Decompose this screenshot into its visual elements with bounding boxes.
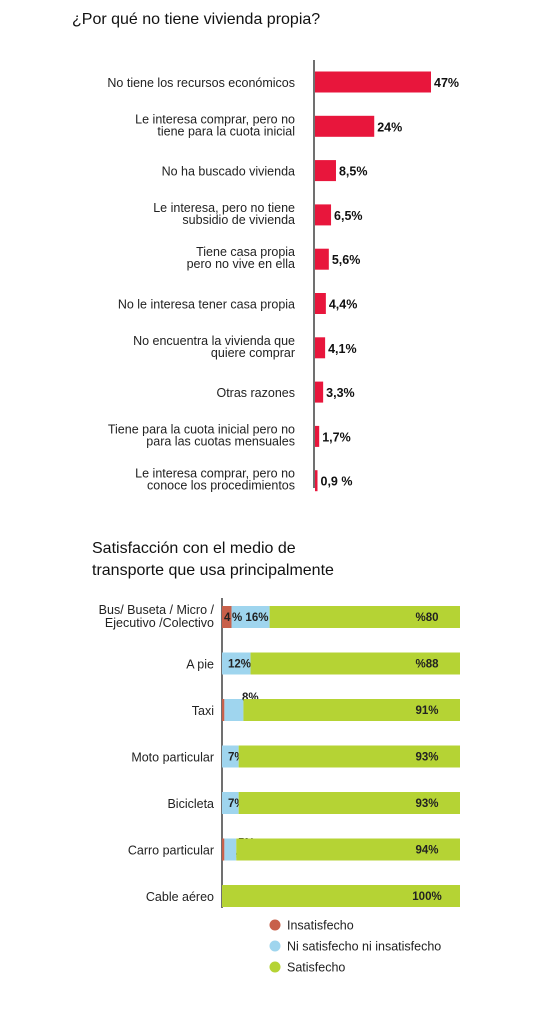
transport-bar-7-label-3: 100% [412,891,441,903]
transport-bar-2-segment-3 [250,652,460,675]
transport-bar-7-segment-3 [222,885,460,907]
chart-transport-bars: 4% 16% %80 Bus/ Buseta / Micro /Ejecutivo … [99,603,460,907]
housing-bar-4 [315,204,332,226]
transport-bar-1-segment-3 [269,606,460,628]
transport-bar-6-segment-3 [236,838,460,861]
transport-bar-1-segment-2 [231,606,270,628]
legend-label-2: Ni satisfecho ni insatisfecho [287,940,441,954]
transport-bar-4-segment-2 [222,745,239,768]
transport-category-label-4-1: Moto particular [131,751,214,765]
transport-bar-4-segment-3 [238,745,460,768]
housing-category-label-4-1: Le interesa, pero no tiene [153,201,295,215]
transport-bar-5-label-3: 93% [415,798,438,810]
housing-value-label-7: 4,1% [328,342,357,356]
housing-bar-2 [315,115,375,137]
housing-value-label-8: 3,3% [326,386,355,400]
legend-label-1: Insatisfecho [287,919,354,933]
legend-swatch-1 [269,919,281,931]
housing-bar-10 [315,470,318,492]
transport-bar-3-label-3: 91% [415,705,438,717]
chart-transport-legend: Insatisfecho Ni satisfecho ni insatisfech… [269,919,441,975]
transport-category-label-1-1: Bus/ Buseta / Micro / [99,603,215,617]
chart-transport: Satisfacción con el medio de transporte … [92,540,460,975]
housing-category-label-3-1: No ha buscado vivienda [162,165,295,179]
chart-housing: ¿Por qué no tiene vivienda propia? 47% No… [72,11,459,493]
housing-bar-9 [315,425,320,447]
chart-transport-title-line-1: Satisfacción con el medio de [92,540,296,557]
transport-bar-1-label-1: 4 [224,612,231,624]
housing-value-label-2: 24% [377,120,402,134]
transport-category-label-2-1: A pie [186,658,214,672]
housing-bar-8 [315,381,324,403]
housing-category-label-2-1: Le interesa comprar, pero no [135,112,295,126]
housing-category-label-5-1: Tiene casa propia [196,245,295,259]
housing-value-label-3: 8,5% [339,165,368,179]
legend-swatch-3 [269,961,281,973]
transport-bar-3-segment-2 [224,699,244,721]
housing-value-label-9: 1,7% [322,430,351,444]
transport-bar-6-label-3: 94% [415,845,438,857]
housing-category-label-7-2: quiere comprar [211,346,295,360]
housing-value-label-1: 47% [434,76,459,90]
transport-bar-3-segment-3 [243,699,460,721]
housing-value-label-4: 6,5% [334,209,363,223]
transport-bar-3-segment-1 [222,699,225,721]
transport-bar-6-segment-2 [224,838,237,861]
transport-bar-5-segment-2 [222,792,239,814]
housing-category-label-8-1: Otras razones [216,386,295,400]
housing-category-label-6-1: No le interesa tener casa propia [118,298,295,312]
transport-category-label-5-1: Bicicleta [167,797,214,811]
housing-category-label-4-2: subsidio de vivienda [182,213,295,227]
transport-category-label-1-2: Ejecutivo /Colectivo [105,616,214,630]
housing-category-label-9-1: Tiene para la cuota inicial pero no [108,422,295,436]
transport-category-label-6-1: Carro particular [128,844,214,858]
transport-bar-4-label-3: 93% [415,752,438,764]
transport-bar-1-segment-1 [222,606,232,628]
transport-bar-1-label-2: % 16% [232,612,268,624]
transport-category-label-3-1: Taxi [192,704,214,718]
housing-value-label-10: 0,9 % [321,475,353,489]
housing-category-label-9-2: para las cuotas mensuales [146,434,295,448]
housing-bar-5 [315,248,329,270]
housing-value-label-6: 4,4% [329,298,358,312]
housing-category-label-10-1: Le interesa comprar, pero no [135,467,295,481]
transport-category-label-7-1: Cable aéreo [146,890,214,904]
chart-housing-bars: 47% No tiene los recursos económicos 24% Le… [107,71,459,493]
transport-bar-2-segment-2 [222,652,251,675]
transport-bar-1-label-3: %80 [415,612,438,624]
transport-bar-6-segment-1 [222,838,225,861]
legend-label-3: Satisfecho [287,961,345,975]
housing-category-label-1-1: No tiene los recursos económicos [107,76,295,90]
transport-bar-2-label-3: %88 [415,659,439,671]
housing-category-label-7-1: No encuentra la vivienda que [133,334,295,348]
chart-transport-title-line-2: transporte que usa principalmente [92,562,334,579]
chart-housing-title: ¿Por qué no tiene vivienda propia? [72,11,320,28]
housing-category-label-2-2: tiene para la cuota inicial [157,124,295,138]
housing-category-label-5-2: pero no vive en ella [187,257,295,271]
transport-bar-2-label-2: 12% [228,659,251,671]
housing-bar-3 [315,160,336,182]
housing-bar-7 [315,337,326,359]
transport-bar-5-segment-3 [238,792,460,814]
housing-value-label-5: 5,6% [332,253,361,267]
housing-category-label-10-2: conoce los procedimientos [147,479,295,493]
legend-swatch-2 [269,940,281,952]
housing-bar-1 [315,71,431,93]
housing-bar-6 [315,293,326,314]
